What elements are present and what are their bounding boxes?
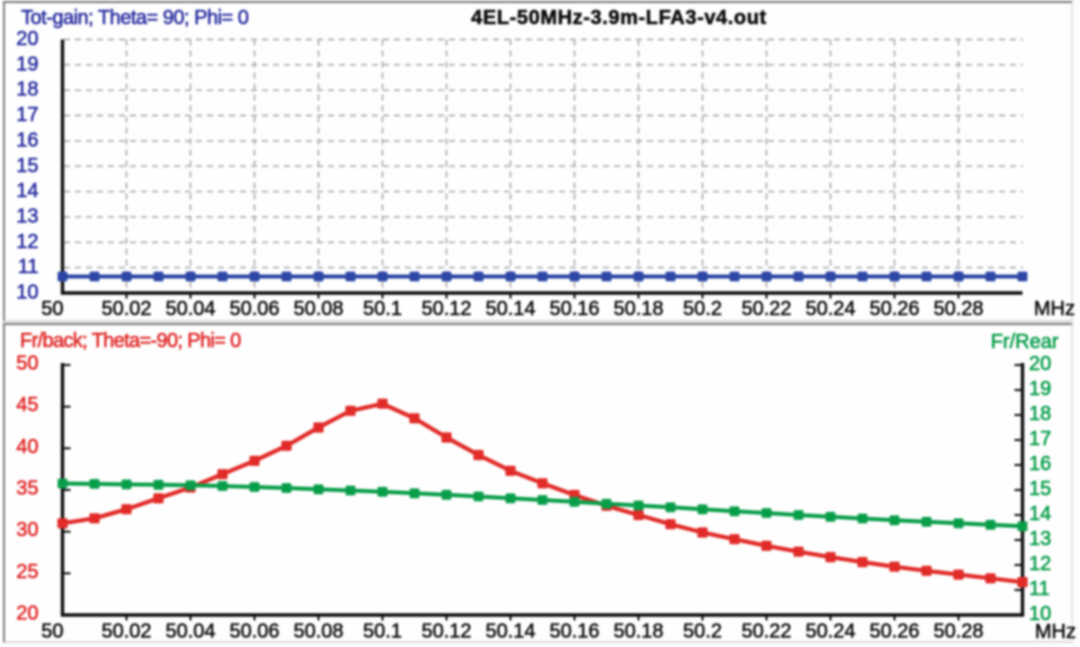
svg-text:50.08: 50.08 bbox=[293, 621, 343, 643]
svg-text:50.06: 50.06 bbox=[229, 621, 279, 643]
svg-text:17: 17 bbox=[1029, 428, 1051, 450]
svg-text:25: 25 bbox=[16, 561, 38, 583]
svg-text:50.02: 50.02 bbox=[101, 621, 151, 643]
svg-text:50.06: 50.06 bbox=[229, 298, 279, 320]
svg-text:50.24: 50.24 bbox=[805, 621, 855, 643]
svg-text:50.02: 50.02 bbox=[101, 298, 151, 320]
svg-text:15: 15 bbox=[1029, 478, 1051, 500]
svg-text:50.1: 50.1 bbox=[363, 298, 402, 320]
svg-text:50: 50 bbox=[16, 353, 38, 375]
svg-text:Fr/Rear: Fr/Rear bbox=[991, 331, 1059, 353]
svg-text:20: 20 bbox=[16, 603, 38, 625]
svg-text:45: 45 bbox=[16, 394, 38, 416]
svg-text:35: 35 bbox=[16, 478, 38, 500]
svg-text:50.2: 50.2 bbox=[683, 621, 722, 643]
svg-text:13: 13 bbox=[1029, 528, 1051, 550]
svg-text:50.14: 50.14 bbox=[485, 621, 535, 643]
svg-text:16: 16 bbox=[16, 129, 38, 151]
svg-text:50.22: 50.22 bbox=[741, 621, 791, 643]
svg-text:50.16: 50.16 bbox=[549, 621, 599, 643]
svg-text:11: 11 bbox=[18, 256, 39, 278]
svg-text:50.1: 50.1 bbox=[363, 621, 402, 643]
svg-text:20: 20 bbox=[1029, 353, 1051, 375]
svg-text:50.18: 50.18 bbox=[613, 621, 663, 643]
svg-text:50.12: 50.12 bbox=[421, 621, 471, 643]
svg-text:12: 12 bbox=[1029, 553, 1051, 575]
svg-text:18: 18 bbox=[16, 79, 38, 101]
svg-text:11: 11 bbox=[1029, 578, 1050, 600]
svg-text:14: 14 bbox=[16, 180, 38, 202]
svg-text:Fr/back; Theta=-90; Phi= 0: Fr/back; Theta=-90; Phi= 0 bbox=[20, 330, 241, 352]
svg-text:16: 16 bbox=[1029, 453, 1051, 475]
svg-text:10: 10 bbox=[1029, 603, 1051, 625]
svg-text:50.22: 50.22 bbox=[741, 298, 791, 320]
svg-text:4EL-50MHz-3.9m-LFA3-v4.out: 4EL-50MHz-3.9m-LFA3-v4.out bbox=[471, 7, 767, 29]
svg-text:50.28: 50.28 bbox=[933, 621, 983, 643]
svg-text:50.14: 50.14 bbox=[485, 298, 535, 320]
svg-text:50.28: 50.28 bbox=[933, 298, 983, 320]
svg-text:13: 13 bbox=[16, 205, 38, 227]
svg-text:19: 19 bbox=[1029, 378, 1051, 400]
svg-text:Tot-gain; Theta= 90; Phi= 0: Tot-gain; Theta= 90; Phi= 0 bbox=[21, 7, 249, 29]
svg-text:40: 40 bbox=[16, 436, 38, 458]
svg-text:50: 50 bbox=[41, 298, 63, 320]
svg-text:MHz: MHz bbox=[1035, 621, 1076, 643]
svg-text:50.2: 50.2 bbox=[683, 298, 722, 320]
svg-text:50.24: 50.24 bbox=[805, 298, 855, 320]
svg-text:50.04: 50.04 bbox=[165, 298, 215, 320]
svg-text:50.08: 50.08 bbox=[293, 298, 343, 320]
svg-text:50.26: 50.26 bbox=[869, 298, 919, 320]
svg-text:50.12: 50.12 bbox=[421, 298, 471, 320]
svg-text:15: 15 bbox=[16, 155, 38, 177]
svg-text:17: 17 bbox=[16, 104, 38, 126]
svg-text:14: 14 bbox=[1029, 503, 1051, 525]
svg-text:50.18: 50.18 bbox=[613, 298, 663, 320]
svg-text:20: 20 bbox=[16, 28, 38, 50]
svg-text:18: 18 bbox=[1029, 403, 1051, 425]
svg-text:19: 19 bbox=[16, 53, 38, 75]
svg-text:50.26: 50.26 bbox=[869, 621, 919, 643]
svg-text:50.16: 50.16 bbox=[549, 298, 599, 320]
svg-text:50.04: 50.04 bbox=[165, 621, 215, 643]
svg-text:30: 30 bbox=[16, 519, 38, 541]
svg-text:50: 50 bbox=[41, 621, 63, 643]
svg-text:MHz: MHz bbox=[1034, 298, 1075, 320]
svg-text:10: 10 bbox=[16, 282, 38, 304]
svg-text:12: 12 bbox=[16, 231, 38, 253]
